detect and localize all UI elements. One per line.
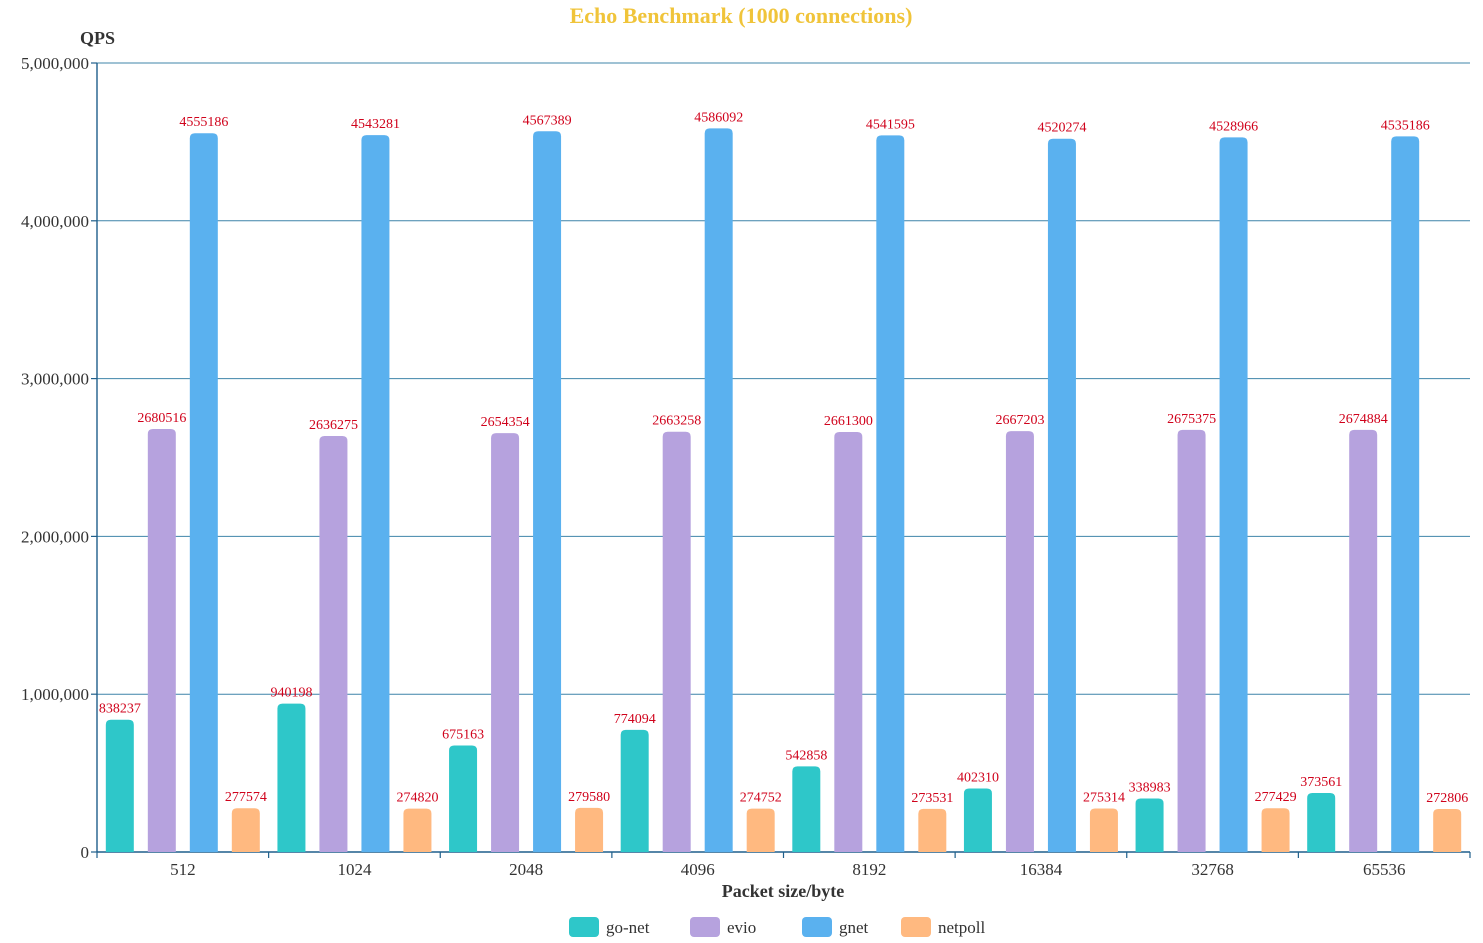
y-tick-label: 1,000,000	[21, 685, 89, 704]
data-label: 4586092	[694, 110, 743, 125]
legend-label-gnet: gnet	[839, 918, 869, 937]
axes: 0 1,000,000 2,000,000 3,000,000 4,000,000 5,0…	[21, 54, 1471, 879]
x-tick-label: 32768	[1191, 860, 1234, 879]
data-label: 273531	[911, 791, 953, 806]
data-label: 940198	[270, 686, 312, 701]
data-label: 4567389	[523, 113, 572, 128]
bar-gnet	[361, 135, 390, 852]
gridlines	[97, 62, 1470, 695]
data-label: 2661300	[824, 414, 873, 429]
data-label: 373561	[1300, 775, 1342, 790]
y-tick-label: 2,000,000	[21, 527, 89, 546]
bar-go-net	[277, 703, 306, 852]
bar-netpoll	[403, 808, 432, 852]
bar-evio	[1005, 431, 1034, 852]
data-label: 2675375	[1167, 412, 1216, 427]
data-label: 277574	[225, 790, 267, 805]
data-label: 774094	[614, 712, 656, 727]
y-tick-label: 3,000,000	[21, 370, 89, 389]
data-label: 4528966	[1209, 119, 1258, 134]
legend-label-go-net: go-net	[606, 918, 650, 937]
x-tick-label: 2048	[509, 860, 543, 879]
bar-go-net	[105, 719, 134, 852]
bar-go-net	[963, 788, 992, 852]
data-label: 675163	[442, 727, 484, 742]
bar-gnet	[704, 128, 733, 852]
data-label: 274820	[396, 791, 438, 806]
data-label: 4535186	[1381, 118, 1430, 133]
bar-gnet	[1219, 137, 1248, 852]
data-label: 277429	[1255, 790, 1297, 805]
bar-go-net	[1135, 798, 1164, 852]
bar-evio	[834, 432, 863, 852]
data-label: 338983	[1129, 781, 1171, 796]
legend[interactable]: go-net evio gnet netpoll	[569, 917, 985, 937]
x-tick-label: 1024	[337, 860, 372, 879]
bar-evio	[662, 431, 691, 852]
data-label: 4541595	[866, 117, 915, 132]
data-label: 838237	[99, 702, 141, 717]
x-tick-label: 512	[170, 860, 196, 879]
bar-netpoll	[1261, 808, 1290, 852]
legend-swatch-gnet	[802, 917, 832, 937]
data-label: 2636275	[309, 418, 358, 433]
bar-evio	[491, 433, 520, 852]
legend-swatch-go-net	[569, 917, 599, 937]
x-tick-label: 4096	[681, 860, 715, 879]
bar-gnet	[189, 133, 218, 852]
data-label: 542858	[785, 748, 827, 763]
bar-evio	[1177, 429, 1206, 852]
bars	[105, 128, 1462, 853]
y-tick-label: 0	[81, 843, 90, 862]
legend-swatch-evio	[690, 917, 720, 937]
bar-evio	[319, 435, 348, 852]
bar-gnet	[1047, 138, 1076, 853]
bar-netpoll	[746, 808, 775, 852]
data-label: 272806	[1426, 791, 1468, 806]
bar-go-net	[1307, 793, 1336, 852]
data-label: 274752	[740, 791, 782, 806]
x-tick-label: 8192	[852, 860, 886, 879]
bar-evio	[1349, 429, 1378, 852]
bar-go-net	[620, 729, 649, 852]
bar-evio	[147, 429, 176, 852]
data-label: 2667203	[995, 413, 1044, 428]
bar-go-net	[449, 745, 478, 852]
data-label: 2674884	[1339, 412, 1388, 427]
data-label: 4543281	[351, 117, 400, 132]
legend-label-netpoll: netpoll	[938, 918, 985, 937]
y-tick-label: 4,000,000	[21, 212, 89, 231]
bar-gnet	[1391, 136, 1420, 852]
bar-go-net	[792, 766, 821, 852]
x-axis-title: Packet size/byte	[722, 881, 844, 901]
bar-netpoll	[918, 808, 947, 852]
data-label: 2654354	[481, 415, 530, 430]
data-labels: 838237 940198 675163 774094 542858 402310 3389…	[99, 110, 1468, 806]
data-label: 4555186	[179, 115, 228, 130]
chart-title: Echo Benchmark (1000 connections)	[570, 3, 913, 28]
x-tick-label: 16384	[1020, 860, 1063, 879]
bar-gnet	[533, 131, 562, 853]
y-tick-label: 5,000,000	[21, 54, 89, 73]
data-label: 402310	[957, 771, 999, 786]
y-axis-title: QPS	[80, 28, 115, 48]
data-label: 279580	[568, 790, 610, 805]
x-tick-label: 65536	[1363, 860, 1406, 879]
data-label: 4520274	[1037, 121, 1086, 136]
bar-netpoll	[1433, 808, 1462, 852]
bar-gnet	[876, 135, 905, 852]
legend-swatch-netpoll	[901, 917, 931, 937]
bar-netpoll	[575, 807, 604, 852]
bar-netpoll	[1089, 808, 1118, 852]
data-label: 275314	[1083, 791, 1125, 806]
legend-label-evio: evio	[727, 918, 756, 937]
data-label: 2663258	[652, 414, 701, 429]
data-label: 2680516	[137, 411, 186, 426]
bar-netpoll	[231, 808, 260, 852]
